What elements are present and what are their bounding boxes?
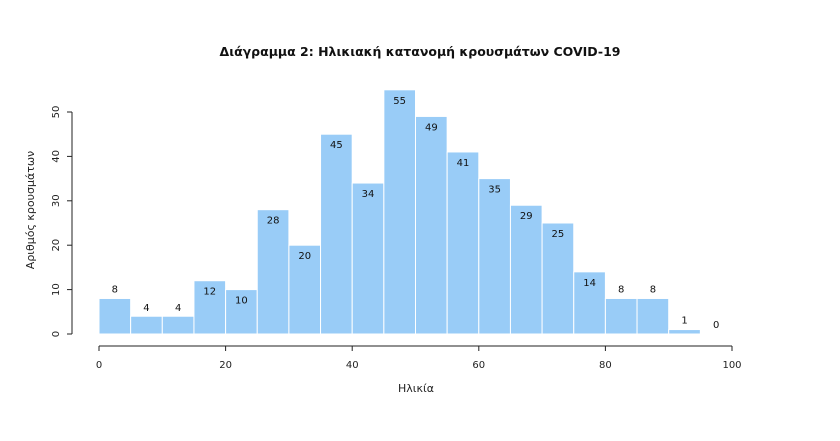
bar-value-label: 0 <box>713 320 719 331</box>
bar-value-label: 25 <box>552 229 565 240</box>
histogram-bar <box>98 297 132 335</box>
bar-value-label: 4 <box>175 303 181 314</box>
bar-value-label: 12 <box>203 287 216 298</box>
x-tick-label: 100 <box>722 360 741 371</box>
bar-value-label: 8 <box>112 284 118 295</box>
bar-value-label: 45 <box>330 140 343 151</box>
histogram-bar <box>193 280 227 335</box>
histogram-bar <box>446 151 480 335</box>
x-tick-label: 0 <box>96 360 102 371</box>
histogram-bar <box>636 297 670 335</box>
y-axis: 0 10 20 30 40 50 <box>51 106 73 337</box>
histogram-bar <box>351 182 385 335</box>
histogram-bar <box>478 178 511 335</box>
x-tick-label: 40 <box>346 360 359 371</box>
y-axis-label: Αριθμός κρουσμάτων <box>24 151 37 269</box>
bar-value-label: 34 <box>362 189 375 200</box>
chart-title: Διάγραμμα 2: Ηλικιακή κατανομή κρουσμάτω… <box>220 44 621 59</box>
histogram-bar <box>288 244 322 335</box>
y-tick-label: 50 <box>51 106 62 119</box>
histogram-bar <box>668 329 701 335</box>
bar-value-label: 29 <box>520 211 533 222</box>
bar-value-label: 49 <box>425 122 438 133</box>
histogram-bar <box>225 289 258 335</box>
bar-value-label: 8 <box>618 284 624 295</box>
histogram-bar <box>130 315 163 335</box>
y-tick-label: 40 <box>51 150 62 163</box>
bar-value-label: 41 <box>457 158 470 169</box>
histogram-bar <box>161 315 195 335</box>
histogram-bar <box>383 89 417 335</box>
histogram-bar <box>573 271 606 335</box>
x-axis-label: Ηλικία <box>398 382 434 395</box>
y-tick-label: 10 <box>51 283 62 296</box>
bar-value-label: 55 <box>393 96 406 107</box>
bar-value-label: 1 <box>681 316 687 327</box>
y-tick-label: 30 <box>51 194 62 207</box>
histogram-bar <box>415 115 448 335</box>
bar-value-label: 35 <box>488 185 501 196</box>
bar-value-label: 4 <box>143 303 149 314</box>
bars-group <box>98 89 701 335</box>
x-tick-label: 20 <box>219 360 232 371</box>
y-tick-label: 20 <box>51 239 62 252</box>
bar-value-label: 28 <box>267 216 280 227</box>
histogram-bar <box>320 133 353 335</box>
bar-value-label: 8 <box>650 284 656 295</box>
histogram-bar <box>604 297 638 335</box>
x-axis: 0 20 40 60 80 100 <box>96 345 742 371</box>
histogram-bar <box>509 204 543 335</box>
histogram-bar <box>256 209 290 335</box>
x-tick-label: 80 <box>599 360 612 371</box>
bar-value-label: 10 <box>235 296 248 307</box>
bar-value-label: 20 <box>298 251 311 262</box>
y-tick-label: 0 <box>51 331 62 337</box>
x-tick-label: 60 <box>472 360 485 371</box>
bar-value-label: 14 <box>583 278 596 289</box>
